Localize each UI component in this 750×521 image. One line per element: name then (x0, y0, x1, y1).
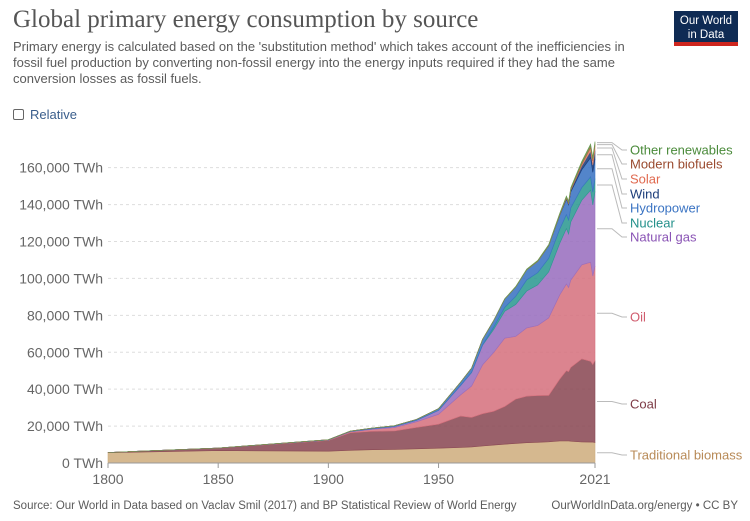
x-tick-label: 1950 (423, 471, 454, 487)
y-tick-label: 120,000 TWh (19, 234, 103, 250)
source-note: Source: Our World in Data based on Vacla… (13, 500, 517, 512)
relative-checkbox[interactable] (13, 109, 24, 120)
y-tick-label: 40,000 TWh (27, 381, 103, 397)
chart-title: Global primary energy consumption by sou… (13, 6, 479, 33)
logo-line-1: Our World (679, 15, 733, 27)
x-tick-label: 1800 (92, 471, 123, 487)
legend-label-solar[interactable]: Solar (630, 172, 661, 187)
logo-accent-bar (674, 42, 738, 46)
legend-leader-line (597, 154, 627, 195)
legend-label-traditional-biomass[interactable]: Traditional biomass (630, 448, 743, 463)
chart-subtitle: Primary energy is calculated based on th… (13, 39, 625, 86)
legend-leader-line (597, 184, 627, 224)
legend-label-coal[interactable]: Coal (630, 397, 657, 412)
legend-label-natural-gas[interactable]: Natural gas (630, 230, 697, 245)
y-tick-label: 160,000 TWh (19, 160, 103, 176)
logo-line-2: in Data (687, 29, 725, 41)
legend-label-nuclear[interactable]: Nuclear (630, 216, 675, 231)
y-tick-label: 80,000 TWh (27, 307, 103, 323)
area-other-renewables[interactable] (107, 141, 596, 453)
legend-label-hydropower[interactable]: Hydropower (630, 201, 701, 216)
stacked-areas (107, 141, 596, 464)
legend-leader-line (597, 452, 627, 456)
legend-leader-line (597, 142, 627, 151)
y-tick-label: 60,000 TWh (27, 344, 103, 360)
credit-link[interactable]: OurWorldInData.org/energy • CC BY (551, 500, 738, 512)
relative-label: Relative (30, 107, 77, 122)
legend-label-oil[interactable]: Oil (630, 310, 646, 325)
owid-logo[interactable]: Our World in Data (674, 11, 738, 46)
legend-leader-line (597, 168, 627, 209)
y-tick-label: 0 TWh (62, 455, 103, 471)
x-tick-label: 1900 (313, 471, 344, 487)
relative-toggle[interactable]: Relative (13, 107, 77, 122)
legend-leader-line (597, 401, 627, 405)
x-axis: 1800 1850 1900 1950 2021 (92, 462, 611, 487)
y-axis: 0 TWh 20,000 TWh 40,000 TWh 60,000 TWh 80,00… (19, 160, 103, 471)
legend-leader-line (597, 312, 627, 318)
x-tick-label: 2021 (579, 471, 610, 487)
y-tick-label: 140,000 TWh (19, 197, 103, 213)
y-tick-label: 20,000 TWh (27, 418, 103, 434)
legend-leader-line (597, 144, 627, 165)
x-tick-label: 1850 (203, 471, 234, 487)
legend-leader-line (597, 147, 627, 180)
legend-label-wind[interactable]: Wind (630, 187, 660, 202)
legend-label-modern-biofuels[interactable]: Modern biofuels (630, 157, 723, 172)
y-tick-label: 100,000 TWh (19, 270, 103, 286)
legend-label-other-renewables[interactable]: Other renewables (630, 143, 733, 158)
legend-leader-line (597, 228, 627, 238)
